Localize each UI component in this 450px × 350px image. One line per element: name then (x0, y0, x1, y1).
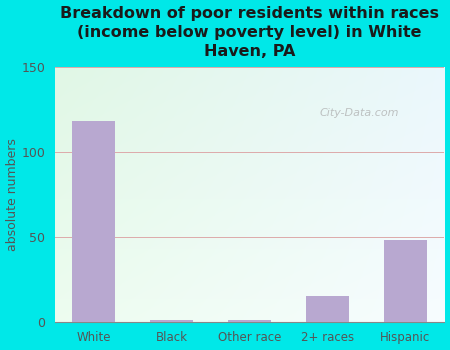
Bar (72, 121, 115, 322)
Bar (384, 240, 427, 322)
Bar (150, 320, 193, 322)
Text: City-Data.com: City-Data.com (320, 108, 399, 118)
Y-axis label: absolute numbers: absolute numbers (5, 138, 18, 251)
Bar (306, 296, 349, 322)
Bar (228, 320, 271, 322)
Title: Breakdown of poor residents within races
(income below poverty level) in White
H: Breakdown of poor residents within races… (60, 6, 439, 59)
